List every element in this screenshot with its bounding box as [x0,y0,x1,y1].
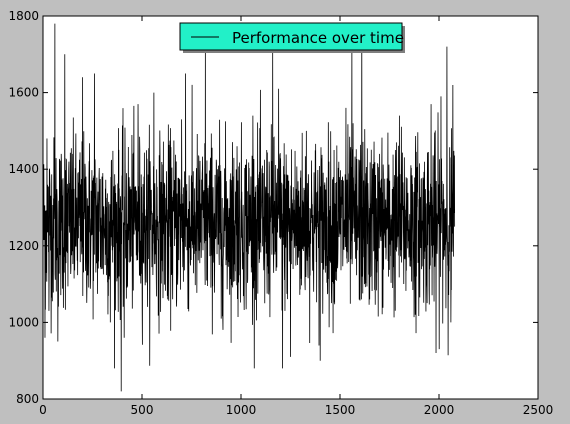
x-tick-label: 2500 [523,403,554,417]
y-tick-label: 1200 [8,239,39,253]
legend: Performance over time [179,22,405,53]
x-tick-label: 1500 [325,403,356,417]
legend-entry-label: Performance over time [232,29,404,47]
y-tick-label: 1600 [8,86,39,100]
y-tick-label: 1400 [8,162,39,176]
series-layer [42,23,456,392]
x-tick-label: 500 [131,403,154,417]
y-tick-label: 800 [16,392,39,406]
x-tick-label: 2000 [424,403,455,417]
y-tick-label: 1000 [8,315,39,329]
x-tick-label: 1000 [226,403,257,417]
plot-frame [42,15,539,400]
y-tick-label: 1800 [8,9,39,23]
series-line-performance [42,23,456,392]
x-tick-label: 0 [39,403,47,417]
